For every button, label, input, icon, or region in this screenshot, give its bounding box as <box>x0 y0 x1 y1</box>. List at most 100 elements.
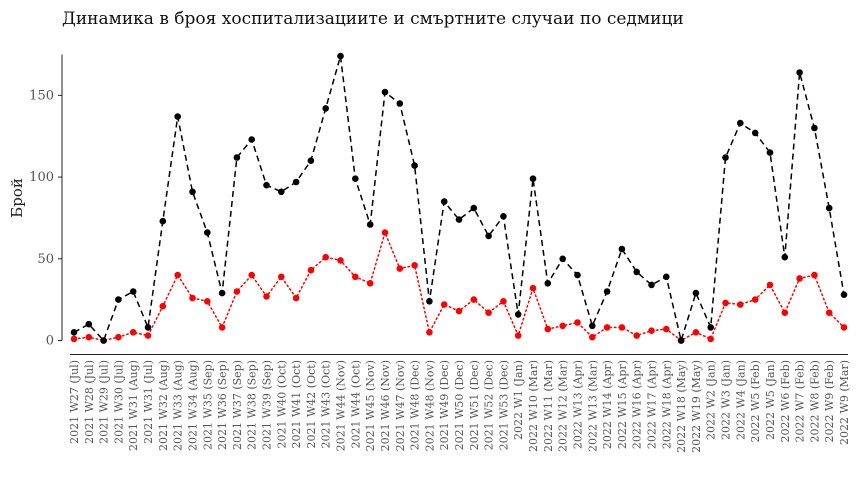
deaths-point <box>233 288 241 295</box>
deaths-point <box>204 298 211 305</box>
x-tick-label: 2021 W44 (Nov) <box>335 360 348 451</box>
hospitalizations-point <box>411 162 418 169</box>
hospitalizations-point <box>144 324 152 331</box>
x-tick-label: 2022 W8 (Feb) <box>808 360 821 442</box>
hospitalizations-point <box>70 329 78 336</box>
x-tick-label: 2021 W35 (Sep) <box>201 360 214 450</box>
hospitalizations-point <box>263 181 270 189</box>
hospitalizations-point <box>692 289 700 297</box>
x-tick-label: 2021 W45 (Nov) <box>364 360 377 451</box>
deaths-point <box>455 307 463 315</box>
chart-title: Динамика в броя хоспитализациите и смърт… <box>62 9 684 29</box>
x-tick-label: 2021 W47 (Nov) <box>394 360 407 451</box>
deaths-point <box>85 333 93 341</box>
hospitalizations-point <box>174 113 181 120</box>
hospitalizations-point <box>455 216 463 223</box>
deaths-point <box>574 319 581 326</box>
y-axis-label: Брой <box>8 178 26 218</box>
hospitalizations-point <box>574 271 581 279</box>
hospitalizations-point <box>292 178 300 186</box>
deaths-point <box>263 293 270 300</box>
deaths-point <box>825 309 833 317</box>
hospitalizations-point <box>233 154 241 161</box>
hospitalizations-point <box>426 298 433 305</box>
hospitalizations-point <box>100 337 107 344</box>
hospitalizations-point <box>529 175 537 182</box>
x-tick-label: 2021 W31 (Aug) <box>127 360 140 451</box>
deaths-point <box>366 280 374 287</box>
x-tick-label: 2022 W12 (Mar) <box>557 360 570 452</box>
hospitalizations-point <box>85 320 93 328</box>
x-tick-label: 2022 W5 (Feb) <box>749 360 762 442</box>
deaths-point <box>603 324 611 331</box>
hospitalizations-point <box>129 288 137 295</box>
x-tick-label: 2022 W5 (Jan) <box>764 360 777 440</box>
deaths-point <box>174 271 181 279</box>
x-tick-label: 2021 W37 (Sep) <box>231 360 244 450</box>
deaths-point <box>485 309 492 317</box>
x-tick-label: 2022 W9 (Feb) <box>823 360 836 442</box>
x-tick-label: 2021 W30 (Jul) <box>112 360 125 444</box>
deaths-point <box>589 333 596 341</box>
x-tick-label: 2022 W19 (May) <box>690 360 703 453</box>
hospitalizations-point <box>218 289 226 297</box>
x-tick-label: 2021 W32 (Aug) <box>157 360 170 451</box>
x-tick-label: 2022 W2 (Jan) <box>705 360 718 440</box>
x-tick-label: 2022 W11 (Mar) <box>542 360 555 452</box>
deaths-point <box>618 324 626 331</box>
x-tick-label: 2022 W14 (Apr) <box>601 360 614 449</box>
x-tick-label: 2021 W41 (Oct) <box>290 360 303 448</box>
deaths-point <box>722 299 729 307</box>
deaths-point <box>737 301 744 308</box>
hospitalizations-point <box>781 253 789 261</box>
hospitalizations-point <box>559 255 566 263</box>
hospitalizations-point <box>544 280 552 287</box>
x-tick-label: 2022 W15 (Apr) <box>616 360 629 449</box>
x-tick-label: 2022 W9 (Mar) <box>838 360 851 445</box>
deaths-point <box>159 302 167 310</box>
deaths-point <box>129 329 137 336</box>
x-tick-label: 2021 W48 (Dec) <box>409 360 422 450</box>
hospitalizations-point <box>589 322 596 330</box>
x-tick-label: 2021 W50 (Dec) <box>453 360 466 450</box>
deaths-line <box>73 230 845 342</box>
deaths-point <box>707 335 714 343</box>
x-tick-label: 2021 W52 (Dec) <box>483 360 496 450</box>
deaths-point <box>115 333 122 341</box>
deaths-point <box>529 284 537 292</box>
hospitalizations-point <box>381 88 389 96</box>
deaths-point <box>559 322 566 330</box>
x-tick-label: 2021 W27 (Jul) <box>68 360 81 444</box>
hospitalizations-point <box>500 213 507 220</box>
deaths-point <box>440 301 448 308</box>
x-tick-label: 2021 W34 (Aug) <box>186 360 199 451</box>
x-tick-label: 2021 W40 (Oct) <box>275 360 288 448</box>
hospitalizations-point <box>707 324 714 331</box>
x-tick-label: 2021 W53 (Dec) <box>497 360 510 450</box>
hospitalizations-point <box>307 157 315 164</box>
hospitalizations-point <box>648 281 655 289</box>
deaths-point <box>307 266 315 274</box>
deaths-point <box>840 324 848 331</box>
hospitalizations-point <box>322 105 330 112</box>
x-tick-label: 2022 W6 (Feb) <box>779 360 792 442</box>
hospitalizations-point <box>618 245 626 253</box>
hospitalizations-point <box>189 188 196 196</box>
x-tick-label: 2021 W33 (Aug) <box>172 360 185 451</box>
deaths-point <box>322 253 330 261</box>
x-tick-label: 2021 W42 (Oct) <box>305 360 318 448</box>
deaths-point <box>648 327 655 335</box>
y-tick-label: 150 <box>29 88 54 103</box>
x-tick-label: 2022 W7 (Feb) <box>794 360 807 442</box>
deaths-point <box>292 294 300 302</box>
hospitalizations-point <box>603 288 611 295</box>
x-tick-label: 2022 W1 (Jan) <box>512 360 525 440</box>
x-tick-label: 2021 W43 (Oct) <box>320 360 333 448</box>
series-layer <box>70 52 848 344</box>
hospitalizations-point <box>677 337 685 344</box>
deaths-point <box>426 329 433 336</box>
hospitalizations-point <box>751 129 759 137</box>
hospitalizations-point <box>337 52 344 60</box>
x-tick-label: 2021 W48 (Nov) <box>423 360 436 451</box>
hospitalizations-point <box>514 311 522 318</box>
